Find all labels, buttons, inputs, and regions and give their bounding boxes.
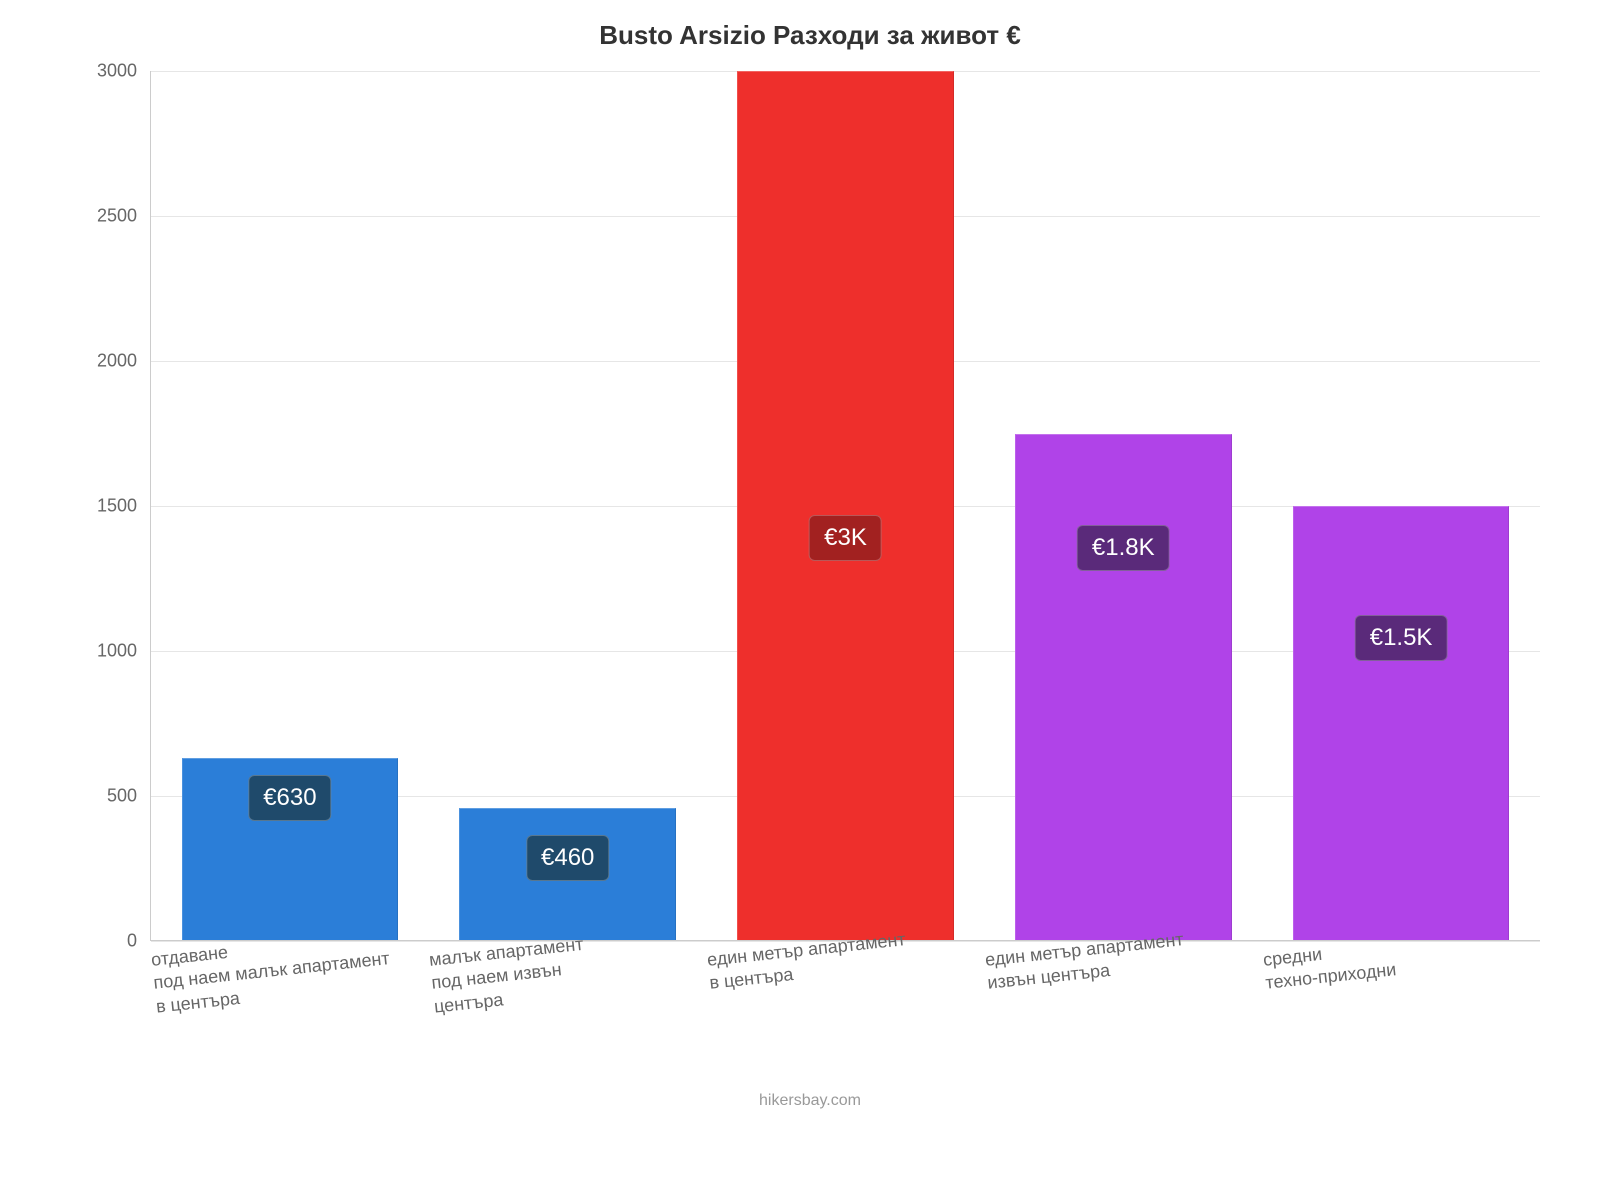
y-tick-label: 3000 [97,61,151,82]
chart-container: Busto Arsizio Разходи за живот € €630 €46… [60,20,1560,1120]
x-label-slot: средни техно-приходни [1262,949,1540,1019]
bar: €3K [737,71,954,941]
bar: €1.5K [1293,506,1510,941]
bar: €460 [459,808,676,941]
value-badge: €630 [248,775,331,821]
bar: €1.8K [1015,434,1232,942]
x-label-slot: един метър апартамент извън центъра [984,949,1262,1019]
bar-slot: €1.5K [1262,71,1540,941]
x-labels: отдаване под наем малък апартамент в цен… [150,949,1540,1019]
y-tick-label: 0 [127,931,151,952]
y-tick-label: 1000 [97,640,151,661]
plot-area: €630€460€3K€1.8K€1.5K 050010001500200025… [150,71,1540,941]
bar-slot: €630 [151,71,429,941]
value-badge: €3K [809,515,882,561]
bars-group: €630 €460 €3K €1.8K €1.5K [151,71,1540,941]
chart-footer: hikersbay.com [60,1092,1560,1110]
bar-slot: €3K [707,71,985,941]
value-badge: €460 [526,835,609,881]
x-label-slot: отдаване под наем малък апартамент в цен… [150,949,428,1019]
y-tick-label: 2500 [97,205,151,226]
bar-slot: €1.8K [984,71,1262,941]
value-badge: €1.8K [1077,525,1170,571]
x-label-slot: един метър апартамент в центъра [706,949,984,1019]
chart-title: Busto Arsizio Разходи за живот € [60,20,1560,51]
bar-slot: €460 [429,71,707,941]
y-tick-label: 1500 [97,496,151,517]
x-label-slot: малък апартамент под наем извън центъра [428,949,706,1019]
y-tick-label: 2000 [97,350,151,371]
y-tick-label: 500 [107,786,151,807]
bar: €630 [182,758,399,941]
value-badge: €1.5K [1355,615,1448,661]
